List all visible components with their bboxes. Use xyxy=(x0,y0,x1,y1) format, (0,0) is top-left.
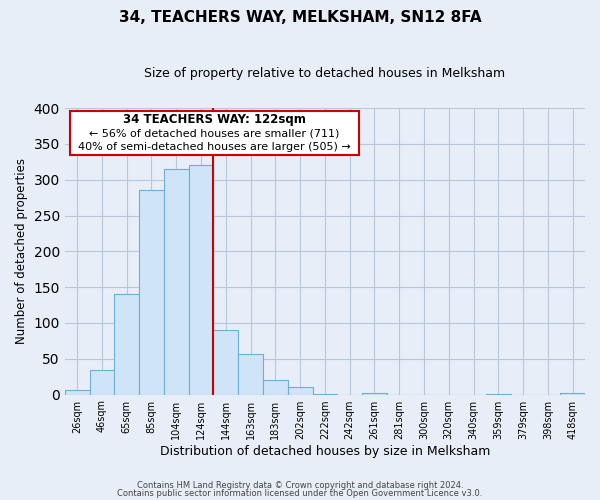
Title: Size of property relative to detached houses in Melksham: Size of property relative to detached ho… xyxy=(145,68,505,80)
Text: ← 56% of detached houses are smaller (711): ← 56% of detached houses are smaller (71… xyxy=(89,128,340,138)
Text: 34 TEACHERS WAY: 122sqm: 34 TEACHERS WAY: 122sqm xyxy=(123,114,306,126)
Bar xyxy=(288,388,313,394)
X-axis label: Distribution of detached houses by size in Melksham: Distribution of detached houses by size … xyxy=(160,444,490,458)
FancyBboxPatch shape xyxy=(70,111,359,156)
Bar xyxy=(263,380,288,394)
Text: 40% of semi-detached houses are larger (505) →: 40% of semi-detached houses are larger (… xyxy=(78,142,351,152)
Bar xyxy=(214,330,238,394)
Text: Contains HM Land Registry data © Crown copyright and database right 2024.: Contains HM Land Registry data © Crown c… xyxy=(137,481,463,490)
Bar xyxy=(65,390,89,394)
Bar xyxy=(238,354,263,395)
Bar xyxy=(115,294,139,394)
Text: Contains public sector information licensed under the Open Government Licence v3: Contains public sector information licen… xyxy=(118,488,482,498)
Text: 34, TEACHERS WAY, MELKSHAM, SN12 8FA: 34, TEACHERS WAY, MELKSHAM, SN12 8FA xyxy=(119,10,481,25)
Y-axis label: Number of detached properties: Number of detached properties xyxy=(15,158,28,344)
Bar xyxy=(89,370,115,394)
Bar xyxy=(362,393,387,394)
Bar xyxy=(139,190,164,394)
Bar xyxy=(164,169,188,394)
Bar xyxy=(560,393,585,394)
Bar xyxy=(188,166,214,394)
